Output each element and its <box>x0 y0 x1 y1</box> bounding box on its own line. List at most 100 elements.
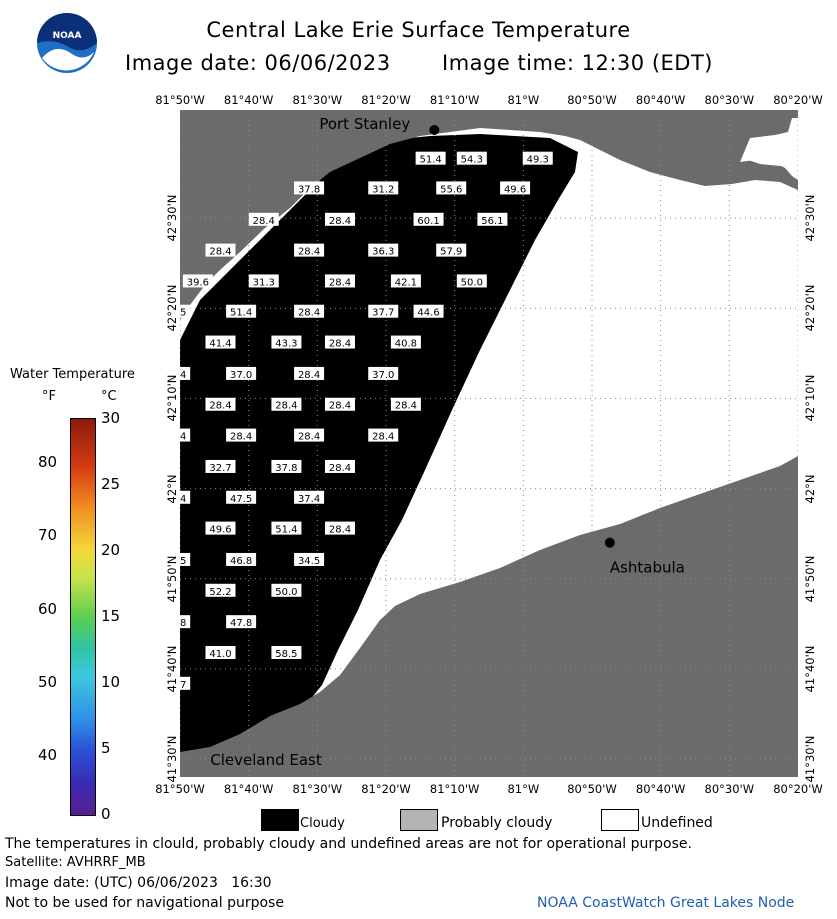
image-date: Image date: 06/06/2023 <box>125 51 391 75</box>
lon-label: 81°30'W <box>292 93 343 107</box>
credit: NOAA CoastWatch Great Lakes Node <box>537 895 795 911</box>
temperature-label: 31.3 <box>248 274 279 288</box>
lon-label: 80°20'W <box>773 93 823 107</box>
temperature-labels: 51.4 54.3 49.3 37.8 31.2 55.6 49.6 28.4 28.4 60.1… <box>160 151 553 691</box>
lon-label: 80°20'W <box>773 782 823 796</box>
temperature-label-box <box>368 181 399 195</box>
temperature-value: 44.6 <box>417 308 439 319</box>
temperature-label: 28.4 <box>248 212 279 227</box>
temperature-label: 28.4 <box>205 243 236 258</box>
temperature-value: 54.3 <box>461 155 483 166</box>
temperature-label-box <box>324 274 355 288</box>
temperature-label-box <box>324 335 355 349</box>
temperature-value: 28.4 <box>298 308 320 319</box>
lon-label: 80°40'W <box>635 782 686 796</box>
place-markers: Port Stanley Ashtabula Cleveland East <box>210 115 685 769</box>
temperature-label: 37.7 <box>368 304 399 319</box>
temperature-value: 41.4 <box>209 339 231 350</box>
temperature-label-box <box>226 304 257 318</box>
temperature-label-box <box>415 151 446 165</box>
lon-label: 81°20'W <box>361 782 411 796</box>
temperature-label: 36.3 <box>368 243 399 258</box>
land-north <box>180 110 798 320</box>
temperature-label-box <box>226 615 257 629</box>
lon-label: 80°30'W <box>704 782 755 796</box>
temperature-label-box <box>456 274 487 288</box>
temperature-label: 28.4 <box>390 397 421 412</box>
lon-label: 80°30'W <box>704 93 755 107</box>
temperature-value: 47.8 <box>230 618 252 629</box>
temperature-value: 37.0 <box>230 370 252 381</box>
temperature-value: 31.3 <box>253 277 275 288</box>
temperature-value: 37.8 <box>298 184 320 195</box>
temperature-label: 28.4 <box>324 335 355 350</box>
temperature-label: 51.4 <box>271 521 302 536</box>
legend-swatch-undefined <box>601 809 639 831</box>
temperature-value: 28.4 <box>209 247 231 258</box>
temperature-value: 51.4 <box>419 155 441 166</box>
colorbar-f-tick: 70 <box>38 526 58 545</box>
temperature-label: 49.3 <box>522 151 553 166</box>
lon-label: 81°10'W <box>429 782 480 796</box>
colorbar-unit-c: °C <box>101 389 117 404</box>
temperature-value: 32.7 <box>209 463 231 474</box>
temperature-label: 40.8 <box>390 335 421 350</box>
temperature-label-box <box>205 645 236 659</box>
disclaimer: The temperatures in clould, probably clo… <box>5 836 692 852</box>
temperature-label-box <box>294 428 325 442</box>
temperature-label: 28.4 <box>160 366 191 381</box>
satellite: Satellite: AVHRRF_MB <box>5 855 146 870</box>
temperature-value: 28.4 <box>298 370 320 381</box>
temperature-label-box <box>477 212 508 226</box>
temperature-value: 58.5 <box>275 649 297 660</box>
temperature-value: 28.4 <box>253 216 275 227</box>
lon-label: 81°10'W <box>429 93 480 107</box>
temperature-value: 28.4 <box>329 339 351 350</box>
temperature-label-box <box>271 459 302 473</box>
temperature-label-box <box>500 181 531 195</box>
temperature-label: 28.4 <box>271 397 302 412</box>
colorbar-c-tick: 20 <box>101 541 121 559</box>
colorbar-f-tick: 50 <box>38 673 58 691</box>
temperature-label-box <box>522 151 553 165</box>
temperature-value: 28.4 <box>329 525 351 536</box>
colorbar-c-tick: 30 <box>101 409 121 427</box>
temperature-label-box <box>436 243 467 257</box>
utc-date: Image date: (UTC) 06/06/2023 16:30 <box>5 875 272 891</box>
temperature-label-box <box>294 366 325 380</box>
temperature-value: 49.6 <box>209 525 231 536</box>
temperature-value: 45.7 <box>180 680 186 691</box>
lon-label: 81°50'W <box>155 93 205 107</box>
temperature-label-box <box>294 490 325 504</box>
temperature-value: 52.2 <box>209 587 231 598</box>
temperature-label-box <box>413 212 444 226</box>
temperature-label: 39.6 <box>182 274 213 288</box>
temperature-label: 47.5 <box>226 490 257 505</box>
temperature-label: 28.4 <box>294 366 325 381</box>
temperature-label: 50.0 <box>271 583 302 598</box>
colorbar <box>70 418 96 816</box>
temperature-value: 50.0 <box>461 277 483 288</box>
inlet <box>748 156 792 168</box>
temperature-label: 28.4 <box>294 243 325 258</box>
temperature-value: 28.4 <box>395 401 417 412</box>
temperature-map: 51.4 54.3 49.3 37.8 31.2 55.6 49.6 28.4 28.4 60.1… <box>160 110 799 777</box>
temperature-label-box <box>226 552 257 566</box>
lat-label: 42°10'N <box>803 375 817 422</box>
temperature-label: 55.6 <box>436 181 467 195</box>
temperature-label-box <box>368 428 399 442</box>
legend-swatch-probably-cloudy <box>400 809 438 831</box>
land-south <box>180 456 798 777</box>
temperature-label: 45.7 <box>160 676 191 691</box>
temperature-label: 28.4 <box>324 212 355 227</box>
temperature-label-box <box>271 335 302 349</box>
colorbar-c-tick: 10 <box>101 673 121 691</box>
temperature-label-box <box>226 366 257 380</box>
page-title: Central Lake Erie Surface Temperature <box>206 18 631 42</box>
temperature-label-box <box>205 243 236 257</box>
noaa-logo: NOAA <box>36 12 98 74</box>
lat-label: 42°10'N <box>165 375 179 422</box>
temperature-label: 37.0 <box>368 366 399 381</box>
legend-swatch-cloudy <box>261 809 299 831</box>
temperature-value: 37.0 <box>372 370 394 381</box>
